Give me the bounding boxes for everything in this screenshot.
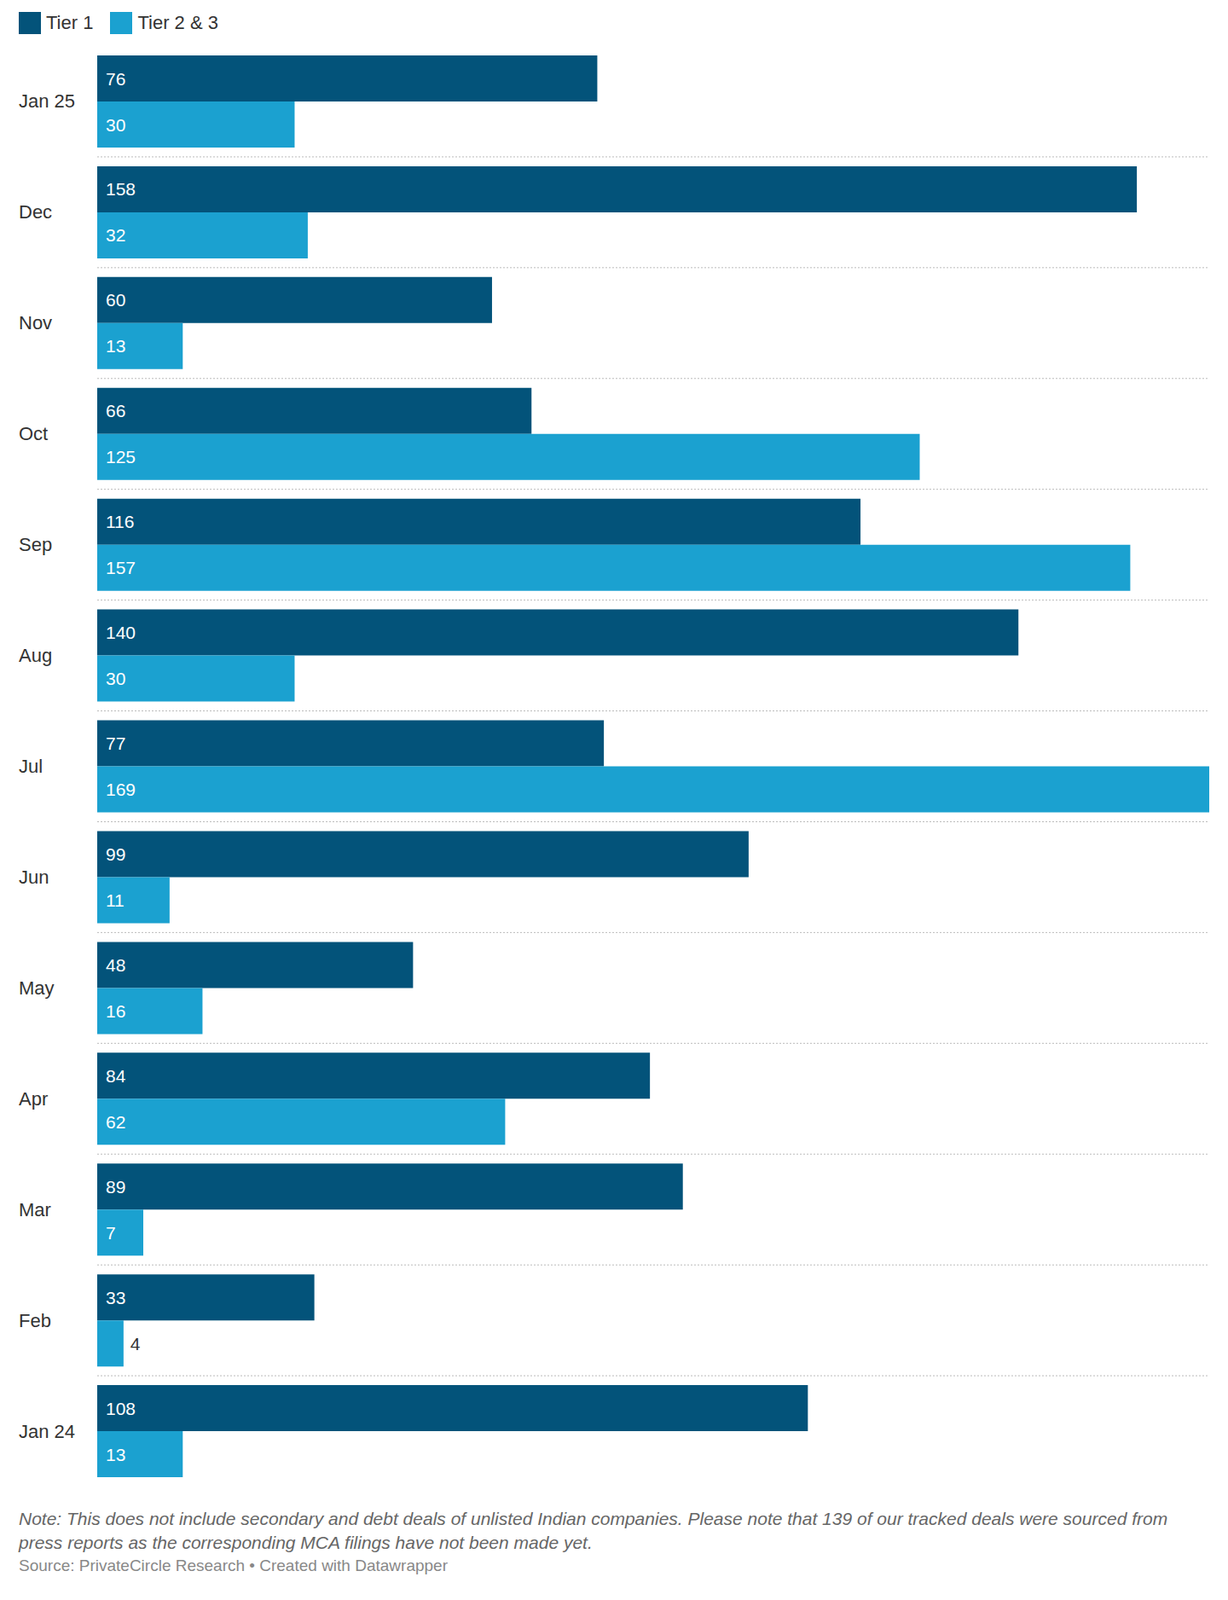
svg-text:84: 84 — [105, 1065, 127, 1086]
svg-text:Mar: Mar — [18, 1199, 52, 1221]
svg-text:157: 157 — [105, 557, 136, 578]
svg-text:Feb: Feb — [18, 1309, 52, 1332]
svg-text:Aug: Aug — [18, 644, 53, 667]
svg-text:99: 99 — [105, 844, 126, 864]
svg-text:140: 140 — [105, 622, 136, 643]
html-text:Source: PrivateCircle Research: Source: PrivateCircle Research • Created… — [18, 1556, 448, 1575]
svg-text:116: 116 — [105, 511, 134, 532]
svg-text:May: May — [18, 977, 55, 999]
svg-text:158: 158 — [105, 179, 136, 199]
html-text:Tier 1: Tier 1 — [46, 11, 94, 34]
svg-text:Jan 25: Jan 25 — [18, 90, 76, 112]
svg-text:Jun: Jun — [18, 866, 49, 888]
svg-text:169: 169 — [105, 779, 136, 800]
svg-text:30: 30 — [105, 115, 126, 135]
svg-text:76: 76 — [105, 69, 126, 89]
svg-text:13: 13 — [105, 1444, 126, 1465]
svg-text:Nov: Nov — [18, 312, 53, 334]
svg-text:7: 7 — [105, 1222, 116, 1243]
svg-text:60: 60 — [105, 289, 126, 310]
svg-text:Oct: Oct — [18, 422, 48, 445]
svg-text:33: 33 — [105, 1287, 126, 1308]
svg-text:48: 48 — [105, 955, 126, 975]
svg-text:89: 89 — [105, 1176, 126, 1197]
svg-text:Apr: Apr — [18, 1088, 48, 1110]
svg-text:77: 77 — [105, 733, 126, 754]
svg-text:Jan 24: Jan 24 — [18, 1420, 76, 1443]
svg-text:Dec: Dec — [18, 201, 53, 223]
svg-text:Jul: Jul — [18, 755, 43, 777]
svg-text:11: 11 — [105, 890, 125, 910]
svg-text:16: 16 — [105, 1001, 126, 1021]
svg-text:4: 4 — [130, 1333, 141, 1354]
svg-text:66: 66 — [105, 400, 126, 421]
svg-text:Sep: Sep — [18, 533, 53, 556]
html-text:Note: This does not include se: Note: This does not include secondary an… — [18, 1508, 1168, 1553]
html-text:Tier 2 & 3: Tier 2 & 3 — [137, 11, 219, 34]
svg-text:13: 13 — [105, 335, 126, 356]
svg-text:62: 62 — [105, 1112, 126, 1132]
svg-text:30: 30 — [105, 668, 126, 689]
svg-text:32: 32 — [105, 225, 126, 245]
svg-text:108: 108 — [105, 1398, 136, 1419]
svg-text:125: 125 — [105, 446, 136, 467]
